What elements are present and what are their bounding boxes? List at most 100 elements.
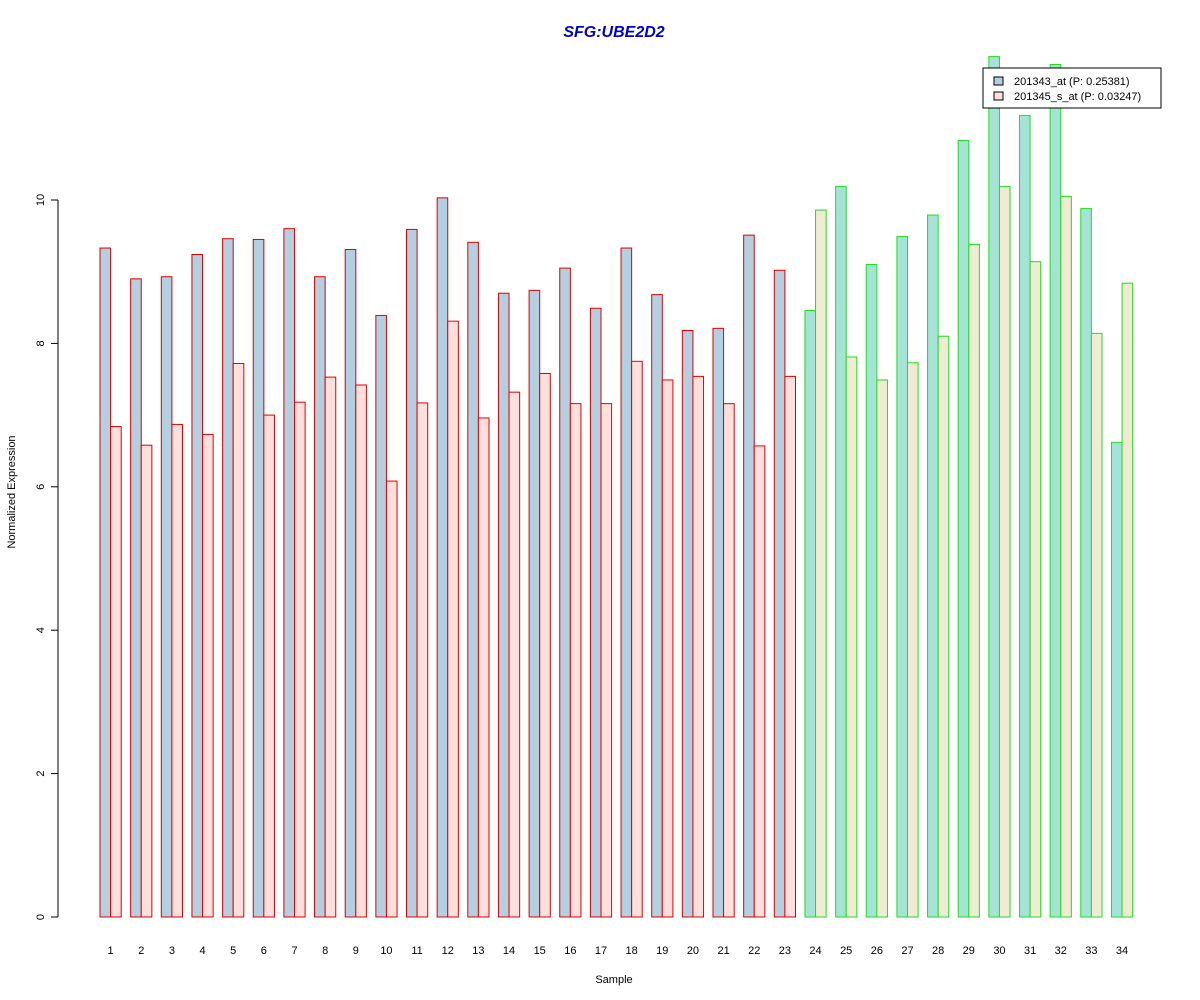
x-tick-label: 21 (717, 945, 729, 957)
x-tick-label: 30 (993, 945, 1005, 957)
x-tick-label: 9 (353, 945, 359, 957)
x-tick-label: 34 (1116, 945, 1128, 957)
x-tick-label: 19 (656, 945, 668, 957)
bar-201345-s-at (324, 376, 337, 918)
bar-201345-s-at (937, 335, 950, 918)
bar-201345-s-at (171, 423, 183, 918)
legend-label-201345-s-at: 201345_s_at (P: 0.03247) (1014, 91, 1141, 103)
bar-201343-at (927, 214, 939, 918)
bar-201343-at (1019, 114, 1031, 918)
x-tick-label: 16 (564, 945, 576, 957)
bar-201343-at (314, 276, 326, 918)
x-tick-label: 26 (871, 945, 883, 957)
bar-201343-at (773, 269, 786, 918)
legend: 201343_at (P: 0.25381) 201345_s_at (P: 0… (982, 67, 1162, 109)
x-tick-label: 27 (901, 945, 913, 957)
y-axis: 0 2 4 6 8 10 (35, 194, 59, 920)
bar-201343-at (130, 278, 142, 918)
x-tick-label: 24 (809, 945, 821, 957)
bar-201345-s-at (1090, 332, 1103, 918)
x-axis: 1 2 3 4 5 6 7 8 9 10 11 12 13 14 15 16 17 18 19 20 21 22 23 24 2… (108, 945, 1129, 957)
y-tick-label: 6 (35, 484, 47, 490)
bar-201343-at (375, 314, 387, 918)
bar-201343-at (589, 307, 602, 918)
x-tick-label: 23 (779, 945, 791, 957)
x-tick-label: 31 (1024, 945, 1036, 957)
bar-201343-at (804, 309, 817, 918)
bar-201343-at (835, 185, 847, 918)
x-tick-label: 3 (169, 945, 175, 957)
y-tick-label: 4 (35, 627, 47, 633)
x-tick-label: 20 (687, 945, 699, 957)
x-tick-label: 14 (503, 945, 515, 957)
x-tick-label: 5 (230, 945, 236, 957)
bar-201343-at (957, 139, 970, 918)
bar-201343-at (620, 247, 633, 918)
bar-201343-at (896, 236, 909, 918)
bar-201343-at (1080, 208, 1092, 918)
bar-201343-at (865, 264, 878, 918)
bar-201345-s-at (845, 356, 858, 918)
bar-201345-s-at (539, 373, 551, 918)
bars (99, 56, 1134, 918)
bar-201343-at (99, 247, 112, 918)
bar-201343-at (681, 329, 694, 918)
y-tick-label: 0 (35, 914, 47, 920)
bar-201343-at (283, 228, 295, 918)
bar-201345-s-at (110, 426, 122, 918)
y-axis-label: Normalized Expression (6, 435, 18, 548)
bar-201343-at (344, 248, 357, 918)
bar-201345-s-at (447, 320, 459, 918)
chart-title: SFG:UBE2D2 (563, 24, 664, 41)
bar-201343-at (651, 294, 663, 918)
x-axis-label: Sample (595, 974, 632, 986)
bar-201343-at (467, 241, 479, 918)
bar-201343-at (160, 276, 173, 918)
bar-201345-s-at (569, 403, 582, 918)
bar-201345-s-at (907, 362, 919, 918)
bar-201345-s-at (968, 243, 980, 918)
bar-201345-s-at (477, 417, 490, 918)
bar-201345-s-at (140, 444, 153, 918)
bar-201345-s-at (232, 362, 245, 918)
bar-201343-at (436, 197, 449, 918)
y-tick-label: 10 (35, 194, 47, 206)
x-tick-label: 2 (138, 945, 144, 957)
bar-201343-at (497, 292, 510, 918)
bar-201345-s-at (784, 375, 797, 918)
bar-201345-s-at (723, 403, 735, 918)
x-tick-label: 4 (199, 945, 205, 957)
legend-label-201343-at: 201343_at (P: 0.25381) (1014, 76, 1130, 88)
bar-201345-s-at (815, 209, 827, 918)
bar-201343-at (406, 228, 418, 918)
bar-201345-s-at (416, 402, 429, 918)
x-tick-label: 7 (291, 945, 297, 957)
x-tick-label: 32 (1055, 945, 1067, 957)
x-tick-label: 10 (380, 945, 392, 957)
x-tick-label: 12 (442, 945, 454, 957)
bar-201345-s-at (692, 375, 705, 918)
bar-201343-at (252, 238, 265, 918)
bar-201345-s-at (294, 401, 306, 918)
bar-201343-at (222, 238, 234, 918)
x-tick-label: 6 (261, 945, 267, 957)
x-tick-label: 29 (963, 945, 975, 957)
bar-201345-s-at (202, 433, 214, 918)
bar-201345-s-at (998, 185, 1011, 918)
bar-201343-at (712, 327, 725, 918)
x-tick-label: 22 (748, 945, 760, 957)
bar-201343-at (559, 267, 571, 918)
y-tick-label: 2 (35, 771, 47, 777)
bar-201343-at (988, 56, 1000, 918)
legend-swatch-201345-s-at (993, 91, 1004, 101)
bar-201343-at (743, 234, 755, 918)
bar-201343-at (1049, 63, 1062, 918)
bar-201343-at (528, 289, 541, 918)
x-tick-label: 18 (626, 945, 638, 957)
legend-box (982, 67, 1162, 109)
bar-201345-s-at (355, 384, 367, 918)
bar-201345-s-at (1121, 282, 1134, 918)
bar-201345-s-at (1060, 195, 1072, 918)
x-tick-label: 15 (534, 945, 546, 957)
